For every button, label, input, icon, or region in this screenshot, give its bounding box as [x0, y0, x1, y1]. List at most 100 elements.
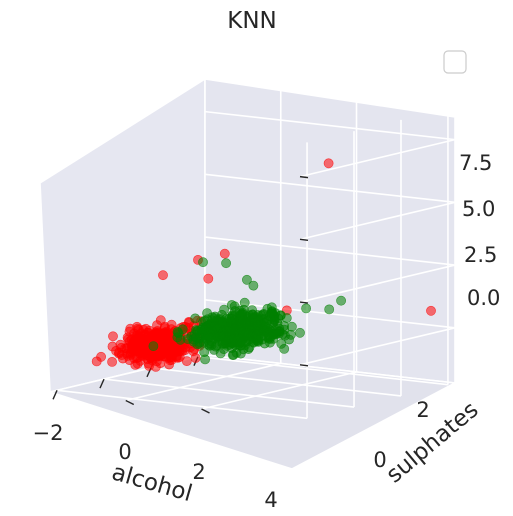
- green-point: [244, 342, 255, 353]
- axes-panes: [39, 77, 458, 470]
- red-point: [107, 341, 118, 352]
- red-point: [323, 158, 334, 169]
- red-point: [181, 356, 192, 366]
- y-tick-mark: [125, 399, 135, 406]
- green-point: [182, 334, 193, 344]
- x-tick-label: 2: [192, 460, 205, 484]
- red-point: [190, 353, 201, 363]
- green-point: [265, 331, 276, 342]
- green-point: [274, 326, 285, 337]
- z-gridline-back: [299, 201, 456, 241]
- x-axis-label: alcohol: [109, 459, 195, 507]
- chart-title: KNN: [227, 8, 277, 34]
- x-tick-label: 0: [118, 440, 131, 464]
- x-gridline-floor: [103, 378, 355, 408]
- green-point: [276, 338, 287, 349]
- z-gridline-back: [299, 264, 456, 303]
- y-tick-label: 2: [416, 398, 429, 422]
- x-tick-label: 4: [264, 488, 277, 512]
- y-gridline-floor: [125, 362, 281, 402]
- red-point: [132, 343, 143, 353]
- green-point: [190, 313, 201, 324]
- green-point: [202, 308, 212, 318]
- z-tick-mark: [299, 301, 309, 304]
- red-point: [203, 273, 214, 284]
- z-tick-mark: [299, 175, 309, 179]
- green-point: [200, 354, 210, 365]
- red-point: [114, 348, 124, 359]
- x-tick-mark: [52, 390, 58, 400]
- green-point: [281, 313, 292, 323]
- y-tick-label: 0: [373, 448, 386, 472]
- green-point: [324, 304, 335, 315]
- z-tick-label: 2.5: [464, 243, 497, 267]
- green-point: [198, 257, 208, 268]
- green-point: [266, 308, 277, 319]
- green-point: [301, 303, 311, 314]
- green-point: [216, 309, 227, 320]
- y-gridline-floor: [201, 371, 357, 410]
- green-point: [223, 326, 234, 337]
- x-gridline-floor: [150, 367, 402, 397]
- red-point: [122, 348, 133, 359]
- z-tick-mark: [299, 364, 309, 367]
- z-tick-label: 0.0: [467, 286, 500, 310]
- red-point: [158, 270, 168, 281]
- green-point: [284, 334, 294, 345]
- red-point: [107, 356, 117, 367]
- red-point: [155, 358, 166, 368]
- red-point: [108, 331, 118, 342]
- red-point: [132, 323, 143, 334]
- z-gridline-back: [299, 327, 456, 366]
- green-point: [295, 327, 305, 338]
- red-point: [160, 337, 171, 347]
- red-point: [130, 359, 141, 370]
- green-point: [241, 274, 252, 285]
- green-point: [286, 321, 297, 332]
- y-tick-mark: [201, 408, 210, 414]
- red-point: [426, 305, 436, 316]
- green-point: [210, 341, 221, 352]
- z-gridline-left: [204, 110, 456, 141]
- green-point: [248, 280, 259, 291]
- red-point: [166, 319, 177, 330]
- red-point: [219, 248, 230, 259]
- z-gridline-back: [299, 138, 456, 178]
- red-point: [91, 356, 102, 367]
- green-point: [258, 309, 268, 320]
- green-point: [218, 344, 229, 354]
- green-point: [217, 318, 228, 329]
- green-point: [252, 336, 263, 346]
- x-tick-labels: −2 0 2 4: [33, 421, 278, 512]
- green-point: [336, 295, 346, 306]
- red-point: [155, 315, 166, 326]
- green-point: [195, 333, 206, 343]
- green-point: [235, 336, 246, 346]
- z-tick-mark: [299, 238, 309, 242]
- green-point: [148, 341, 159, 351]
- grid-lines: [56, 87, 456, 420]
- green-point: [229, 301, 240, 312]
- green-point: [227, 350, 238, 360]
- z-tick-label: 5.0: [462, 197, 495, 221]
- x-gridline-floor: [56, 389, 308, 420]
- red-point: [180, 345, 190, 356]
- z-gridline-left: [204, 236, 456, 266]
- z-gridline-left: [204, 173, 456, 204]
- x-gridline-floor: [197, 355, 449, 386]
- green-point: [221, 258, 231, 269]
- red-point: [143, 327, 154, 338]
- green-point: [258, 325, 269, 336]
- x-tick-mark: [99, 378, 105, 389]
- y-tick-labels: 0 2: [373, 398, 429, 472]
- green-point: [177, 324, 188, 335]
- z-tick-label: 7.5: [459, 151, 492, 175]
- z-tick-labels: 0.0 2.5 5.0 7.5: [459, 151, 500, 310]
- x-tick-label: −2: [33, 421, 64, 445]
- green-point: [236, 320, 246, 331]
- scatter-points: [91, 158, 436, 372]
- empty-legend-box: [443, 50, 467, 74]
- red-point: [166, 352, 177, 363]
